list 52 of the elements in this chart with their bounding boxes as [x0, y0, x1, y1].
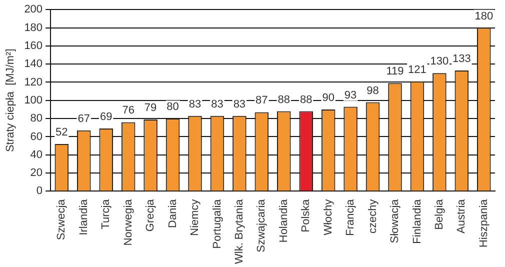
y-tick-label: 160	[24, 40, 43, 52]
x-tick-label: Wlk. Brytania	[233, 198, 246, 264]
data-label: 83	[211, 98, 224, 110]
data-label: 80	[166, 101, 179, 114]
data-label: 52	[56, 126, 68, 139]
x-tick-label: Belgia	[433, 198, 446, 230]
data-label: 180	[474, 10, 494, 22]
y-tick-label: 200	[24, 4, 43, 16]
y-axis-title: Straty ciepła [MJ/m²]	[4, 48, 17, 152]
data-label: 76	[122, 104, 134, 117]
x-tick-label: Holandia	[278, 198, 290, 243]
data-label: 133	[452, 52, 471, 65]
x-tick-label: Portugalia	[211, 198, 224, 249]
y-tick-label: 60	[30, 130, 43, 143]
data-label: 79	[144, 102, 157, 114]
data-label: 119	[386, 66, 404, 78]
x-tick-label: Szwecja	[56, 198, 68, 240]
data-label: 90	[322, 92, 334, 104]
x-tick-label: Niemcy	[189, 198, 202, 236]
x-tick-label: Irlandia	[78, 198, 90, 236]
x-tick-label: Szwajcaria	[256, 198, 268, 252]
y-tick-label: 180	[24, 22, 43, 34]
y-tick-label: 120	[24, 76, 43, 88]
x-tick-label: czechy	[366, 198, 379, 234]
data-label: 83	[188, 98, 202, 110]
x-tick-label: Finlandia	[411, 198, 424, 244]
y-tick-label: 40	[30, 148, 43, 161]
x-tick-label: Polska	[300, 198, 312, 232]
x-tick-label: Dania	[166, 198, 179, 228]
y-tick-label: 140	[24, 58, 43, 70]
x-tick-label: Francja	[344, 198, 357, 236]
data-label: 88	[278, 94, 290, 106]
data-label: 98	[366, 84, 379, 97]
y-tick-label: 100	[24, 94, 43, 106]
data-label: 88	[300, 94, 312, 106]
y-tick-label: 0	[36, 185, 43, 198]
x-tick-label: Norwegia	[122, 198, 134, 246]
y-tick-label: 20	[30, 167, 43, 180]
x-tick-label: Hiszpania	[478, 198, 490, 248]
x-tick-label: Grecja	[144, 198, 157, 232]
x-tick-label: Słowacja	[389, 198, 402, 244]
data-label: 130	[430, 56, 449, 68]
data-label: 67	[78, 112, 90, 125]
data-label: 87	[256, 94, 268, 107]
data-label: 93	[344, 89, 357, 102]
data-label: 83	[233, 98, 246, 110]
x-tick-label: Włochy	[322, 198, 334, 236]
y-tick-label: 80	[30, 112, 43, 125]
data-label: 69	[100, 111, 112, 124]
data-label: 121	[408, 64, 426, 76]
x-tick-label: Turcja	[100, 198, 112, 230]
x-tick-label: Austria	[456, 198, 468, 234]
